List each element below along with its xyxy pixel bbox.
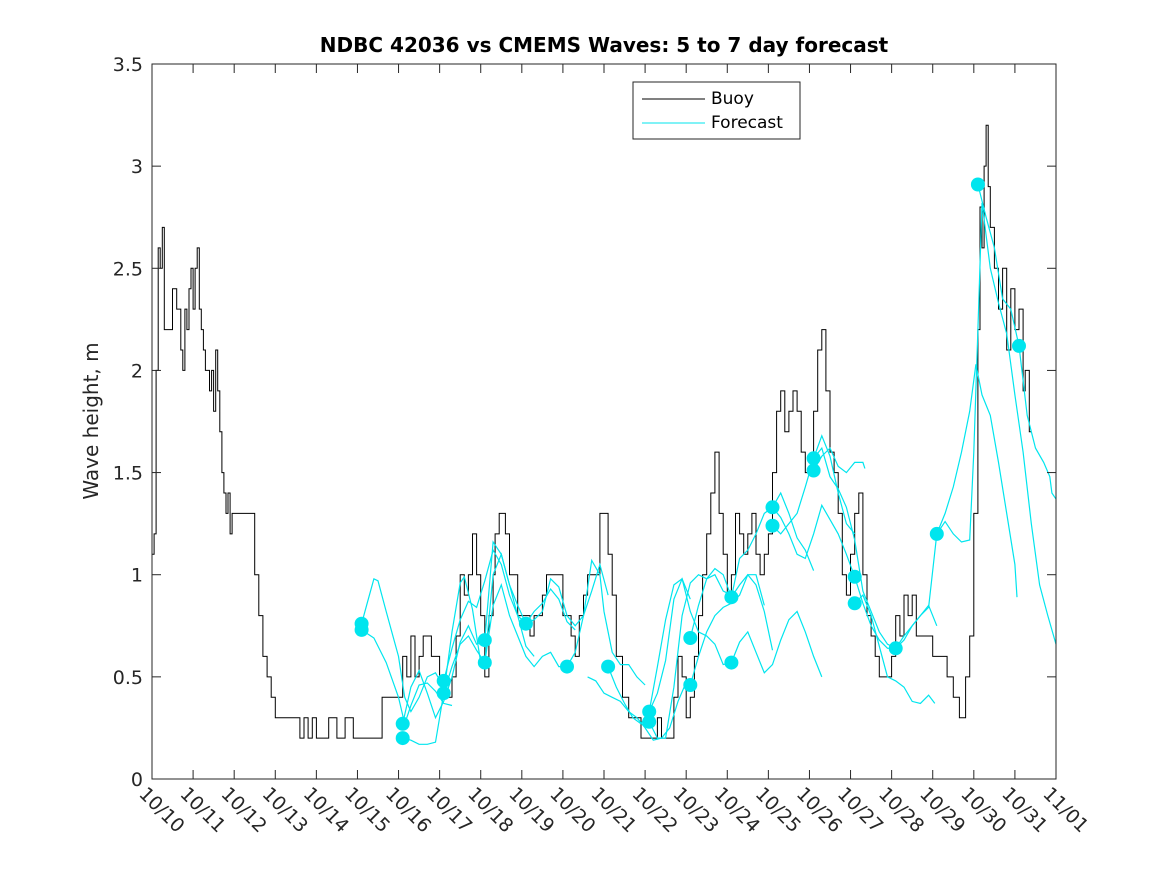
forecast-start-marker	[1012, 338, 1026, 353]
forecast-series-line	[730, 610, 823, 678]
forecast-start-marker	[929, 526, 944, 541]
y-tick-label: 3.5	[113, 54, 143, 76]
forecast-start-marker	[724, 590, 739, 605]
forecast-series-line	[854, 594, 936, 705]
forecast-series-line	[648, 573, 732, 739]
forecast-series-line	[936, 202, 1057, 645]
forecast-start-marker	[518, 616, 533, 631]
forecast-start-marker	[765, 518, 780, 533]
forecast-start-marker	[642, 714, 657, 729]
forecast-series-line	[813, 447, 866, 474]
forecast-series-line	[813, 446, 896, 649]
forecast-start-marker	[806, 463, 821, 478]
legend-box	[632, 81, 801, 140]
y-tick-label: 0.5	[113, 667, 143, 689]
forecast-start-marker	[436, 673, 451, 688]
forecast-start-marker	[847, 596, 862, 611]
forecast-series-line	[402, 624, 486, 724]
forecast-start-marker	[436, 686, 451, 701]
legend-buoy-label: Buoy	[711, 89, 754, 109]
forecast-start-marker	[683, 631, 698, 645]
forecast-start-marker	[888, 641, 903, 656]
forecast-start-marker	[560, 659, 574, 674]
y-axis-label: Wave height, m	[79, 342, 103, 499]
forecast-start-marker	[765, 500, 780, 515]
forecast-series-line	[525, 562, 609, 627]
y-tick-label: 0	[131, 769, 143, 791]
forecast-series-line	[484, 540, 576, 641]
forecast-start-marker	[354, 622, 369, 637]
forecast-start-marker	[806, 451, 821, 466]
forecast-start-marker	[477, 655, 492, 670]
y-tick-label: 3	[131, 156, 143, 178]
forecast-start-marker	[683, 678, 698, 692]
forecast-series-line	[977, 184, 1057, 500]
forecast-series-line	[772, 503, 856, 578]
forecast-start-marker	[970, 177, 985, 192]
forecast-start-marker	[724, 655, 739, 670]
forecast-series-line	[587, 676, 685, 741]
forecast-series-line	[484, 583, 567, 668]
chart-title: NDBC 42036 vs CMEMS Waves: 5 to 7 day fo…	[320, 33, 889, 57]
y-tick-label: 1.5	[113, 463, 143, 485]
y-tick-label: 2	[131, 360, 143, 382]
forecast-start-marker	[601, 659, 616, 674]
forecast-series-line	[443, 552, 535, 694]
legend-forecast-label: Forecast	[711, 113, 783, 133]
forecast-series-line	[689, 574, 765, 686]
forecast-start-marker	[642, 704, 657, 719]
forecast-start-marker	[395, 731, 410, 746]
forecast-start-marker	[477, 633, 492, 648]
buoy-series-line	[152, 124, 1032, 739]
forecast-start-marker	[847, 569, 862, 584]
forecast-series-line	[361, 577, 445, 713]
y-tick-label: 1	[131, 565, 143, 587]
forecast-series-line	[443, 548, 527, 682]
forecast-series-line	[566, 558, 646, 686]
legend: Buoy Forecast	[632, 81, 801, 140]
plot-area	[152, 64, 1056, 779]
forecast-start-marker	[395, 716, 410, 731]
forecast-series-line	[895, 364, 1018, 649]
series-layer	[152, 124, 1057, 746]
forecast-series-line	[648, 577, 732, 712]
y-tick-label: 2.5	[113, 258, 143, 280]
